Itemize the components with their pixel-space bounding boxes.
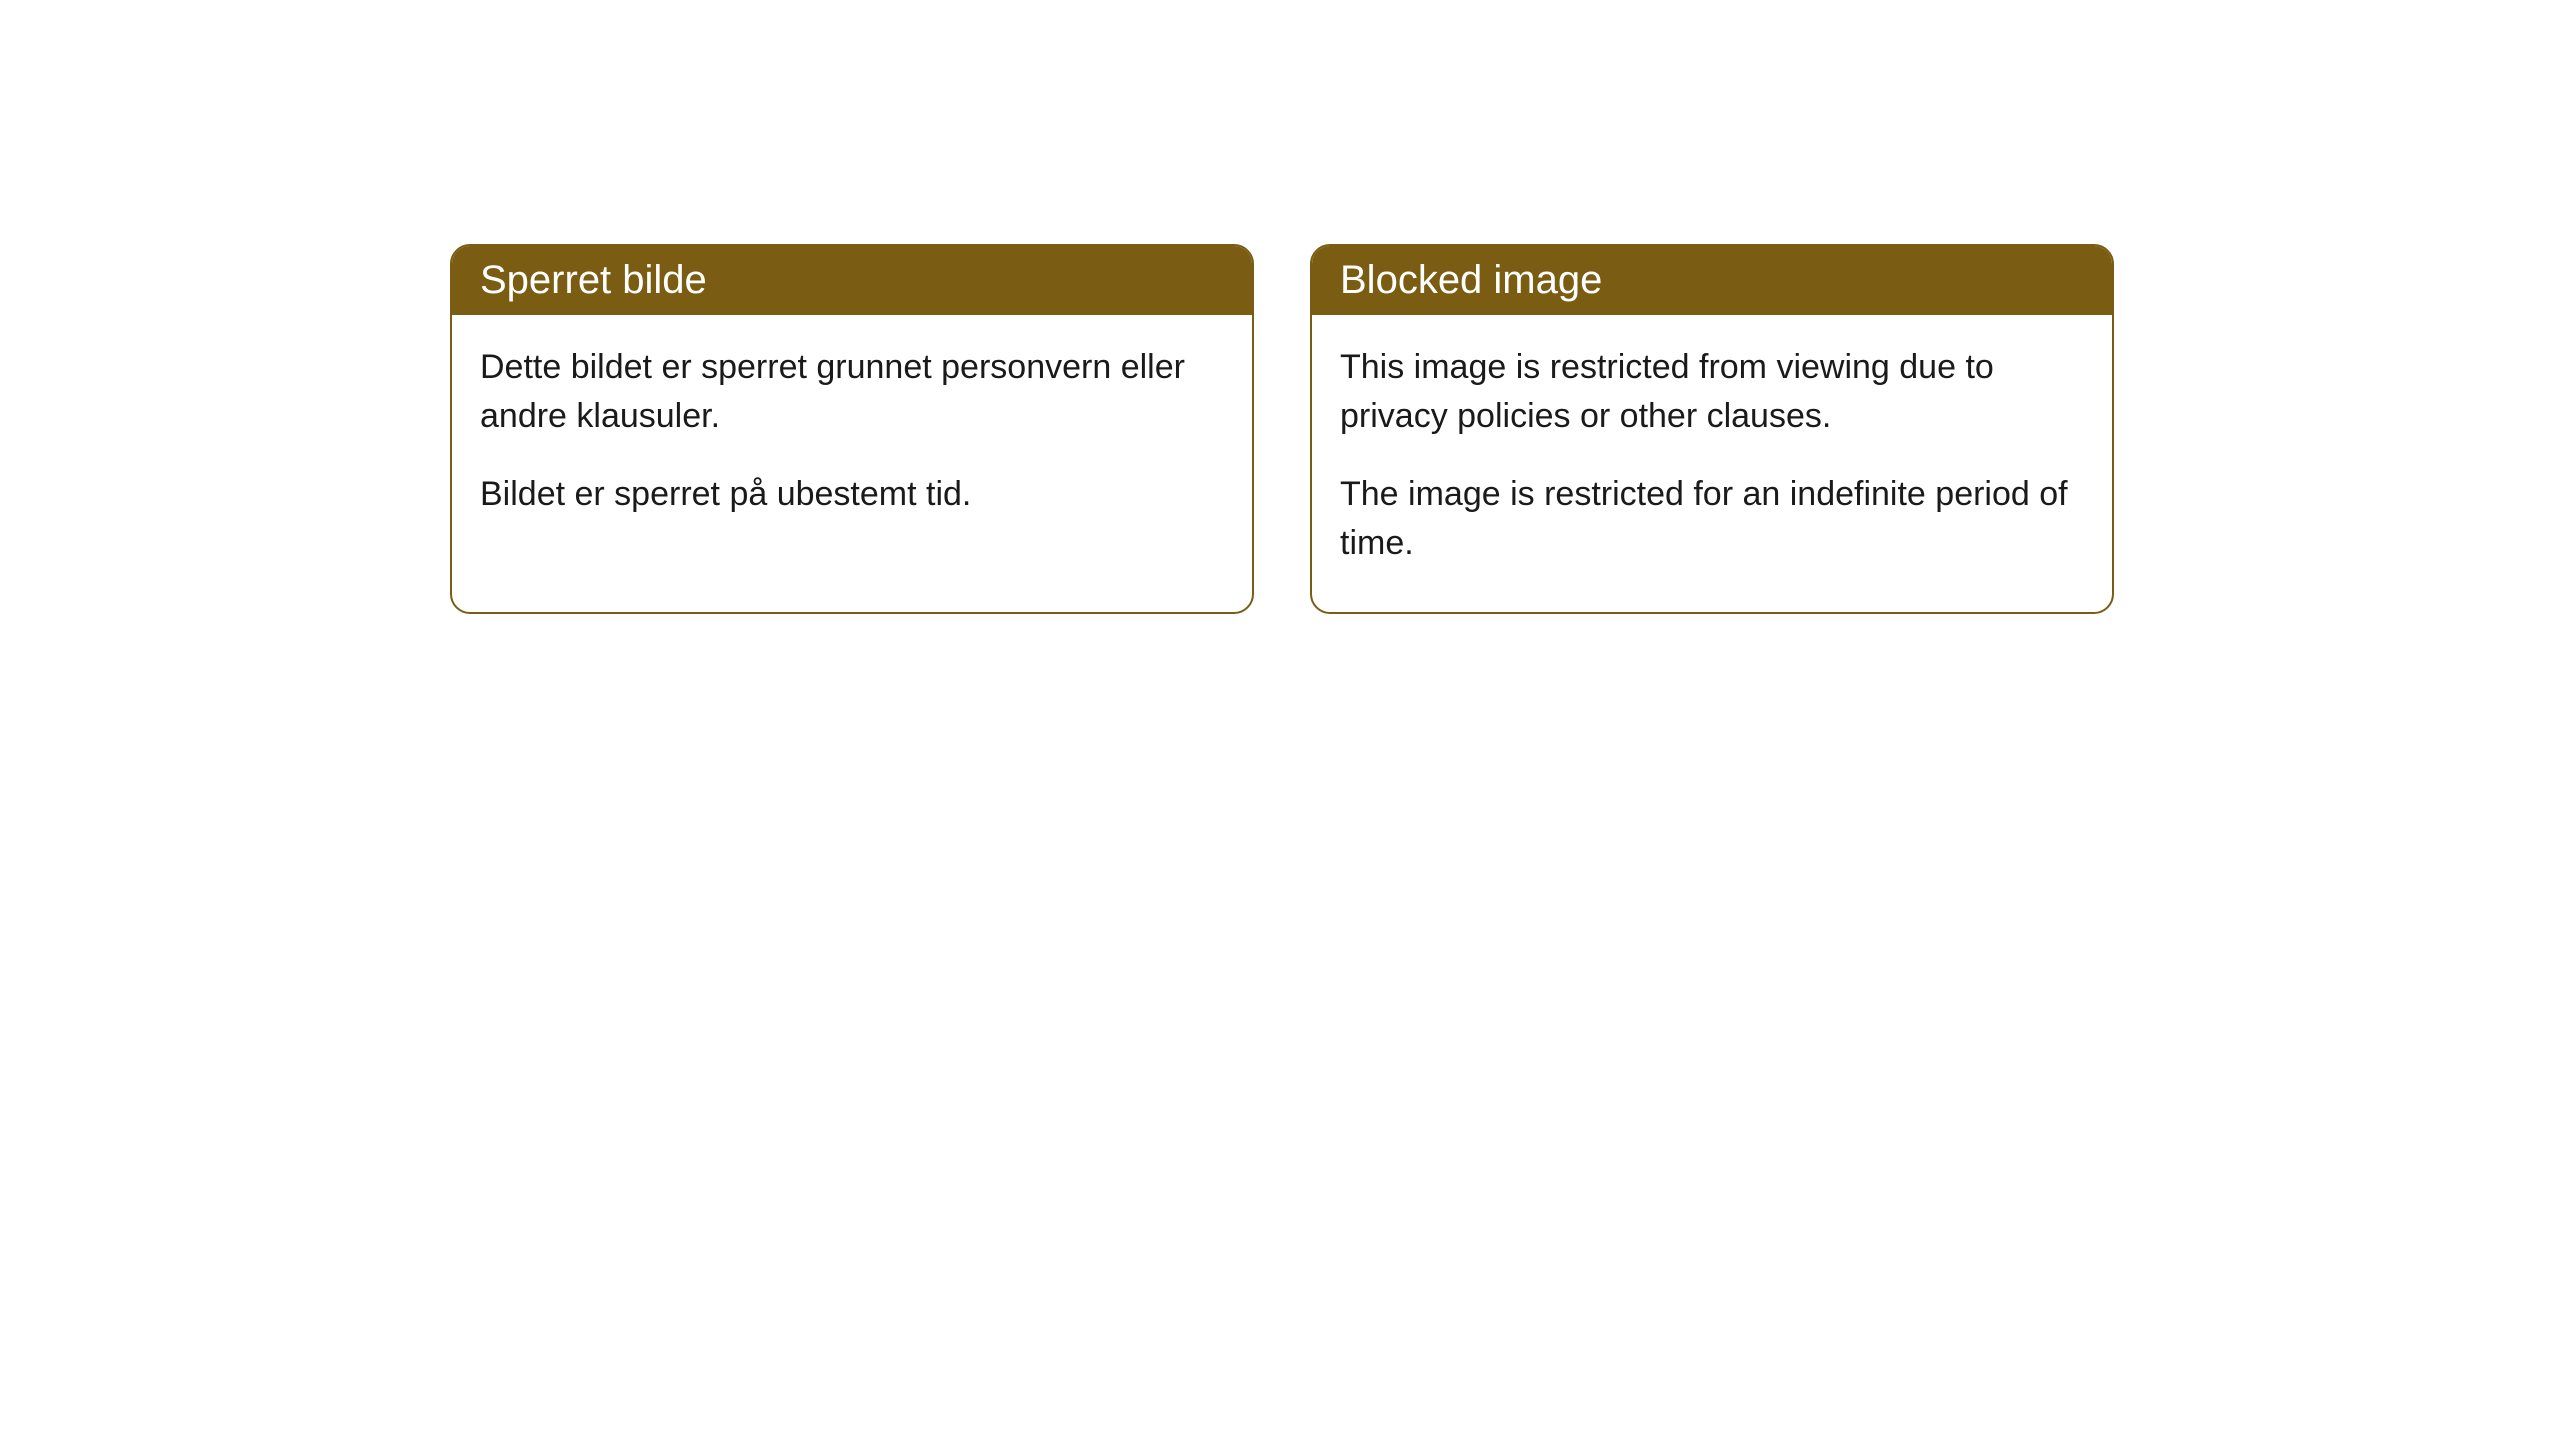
card-title: Sperret bilde (480, 258, 707, 302)
card-header: Sperret bilde (452, 246, 1252, 315)
card-title: Blocked image (1340, 258, 1602, 302)
blocked-image-card-norwegian: Sperret bilde Dette bildet er sperret gr… (450, 244, 1254, 614)
notice-cards-container: Sperret bilde Dette bildet er sperret gr… (450, 244, 2114, 614)
card-paragraph: The image is restricted for an indefinit… (1340, 470, 2084, 569)
card-paragraph: Bildet er sperret på ubestemt tid. (480, 470, 1224, 519)
card-paragraph: This image is restricted from viewing du… (1340, 343, 2084, 442)
card-body: This image is restricted from viewing du… (1312, 315, 2112, 612)
blocked-image-card-english: Blocked image This image is restricted f… (1310, 244, 2114, 614)
card-paragraph: Dette bildet er sperret grunnet personve… (480, 343, 1224, 442)
card-body: Dette bildet er sperret grunnet personve… (452, 315, 1252, 563)
card-header: Blocked image (1312, 246, 2112, 315)
